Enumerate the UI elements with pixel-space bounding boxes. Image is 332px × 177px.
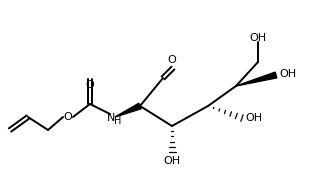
Text: O: O	[86, 80, 94, 90]
Text: N: N	[107, 113, 115, 123]
Text: OH: OH	[249, 33, 267, 43]
Text: O: O	[168, 55, 176, 65]
Text: OH: OH	[245, 113, 263, 123]
Polygon shape	[115, 103, 141, 117]
Text: O: O	[64, 112, 72, 122]
Polygon shape	[236, 72, 277, 86]
Text: OH: OH	[163, 156, 181, 166]
Text: OH: OH	[280, 69, 296, 79]
Text: H: H	[114, 116, 122, 126]
